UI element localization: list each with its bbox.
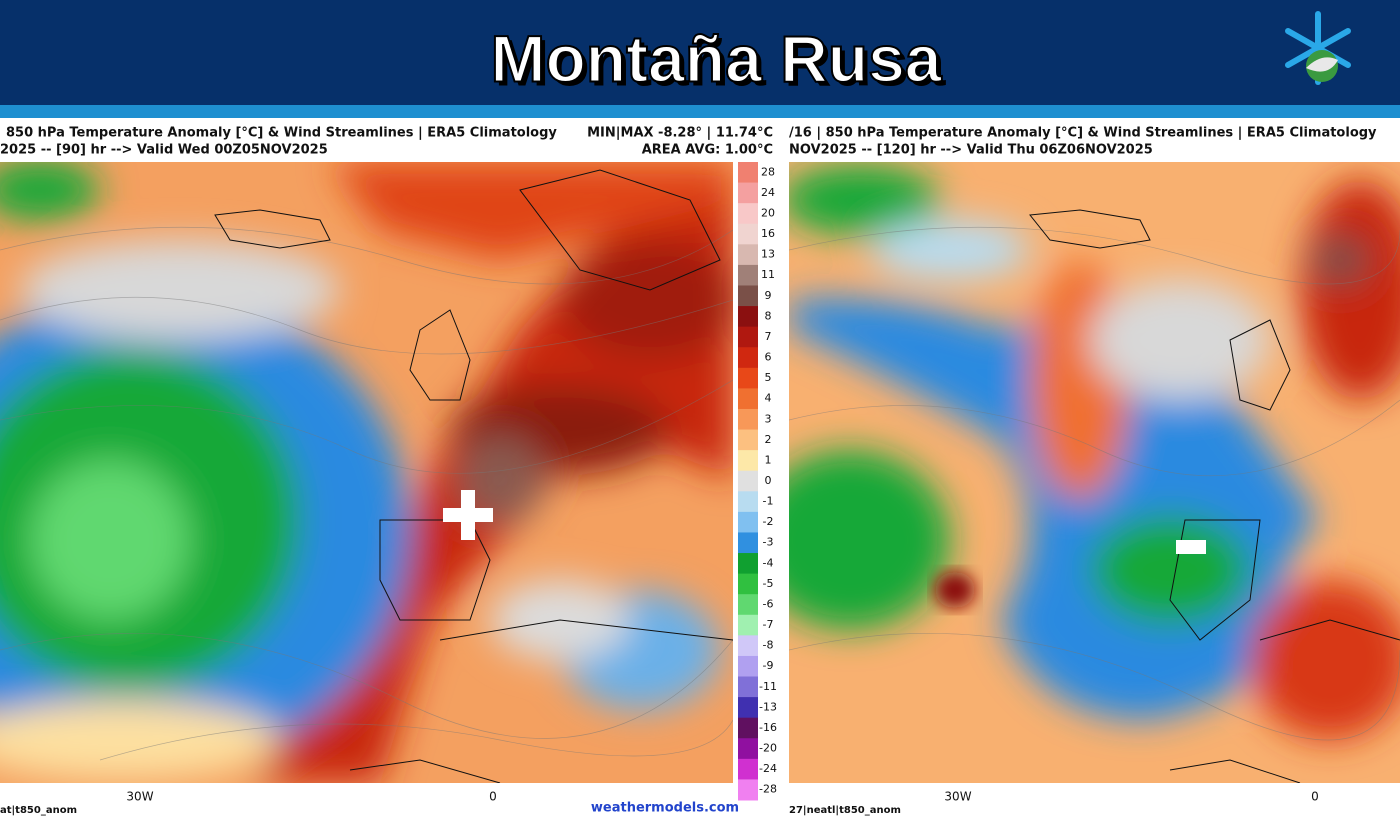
colorbar-label: -4 — [763, 556, 774, 569]
colorbar-swatch — [738, 244, 758, 266]
colorbar-swatch — [738, 758, 758, 780]
colorbar-label: 6 — [765, 351, 772, 364]
panel-stats: MIN|MAX -8.28° | 11.74°C — [587, 126, 773, 141]
colorbar-swatch — [738, 450, 758, 472]
panel-title: /16 | 850 hPa Temperature Anomaly [°C] &… — [789, 126, 1377, 141]
colorbar-label: -2 — [763, 515, 774, 528]
colorbar-swatch — [738, 182, 758, 204]
colorbar-swatch — [738, 326, 758, 348]
colorbar-label: 7 — [765, 330, 772, 343]
colorbar-label: -9 — [763, 659, 774, 672]
panel-stats: AREA AVG: 1.00°C — [642, 143, 773, 158]
colorbar-swatch — [738, 594, 758, 616]
colorbar-swatch — [738, 511, 758, 533]
colorbar-swatch — [738, 717, 758, 739]
colorbar-swatch — [738, 285, 758, 307]
colorbar-swatch — [738, 203, 758, 225]
colorbar-label: 4 — [765, 392, 772, 405]
colorbar-swatch — [738, 162, 758, 184]
panel-subtitle: 2025 -- [90] hr --> Valid Wed 00Z05NOV20… — [0, 143, 328, 158]
colorbar-label: 11 — [761, 268, 775, 281]
colorbar-label: -8 — [763, 639, 774, 652]
colorbar-label: -16 — [759, 721, 777, 734]
colorbar-label: -11 — [759, 680, 777, 693]
panel-title: 850 hPa Temperature Anomaly [°C] & Wind … — [6, 126, 557, 141]
right-map — [789, 162, 1400, 783]
credit: weathermodels.com — [591, 801, 739, 816]
minus-marker — [1176, 540, 1206, 554]
colorbar-label: -20 — [759, 742, 777, 755]
colorbar-swatch — [738, 697, 758, 719]
logo — [1285, 11, 1351, 85]
colorbar-label: 8 — [765, 309, 772, 322]
colorbar-swatch — [738, 655, 758, 678]
colorbar-label: -24 — [759, 762, 777, 775]
colorbar-swatch — [738, 532, 758, 554]
colorbar-swatch — [738, 470, 758, 492]
colorbar-label: -6 — [763, 597, 774, 610]
panel-subtitle: NOV2025 -- [120] hr --> Valid Thu 06Z06N… — [789, 143, 1153, 158]
colorbar-label: 1 — [765, 453, 772, 466]
colorbar-label: -1 — [763, 495, 774, 508]
colorbar-swatch — [738, 388, 758, 410]
plus-marker — [443, 490, 493, 540]
colorbar-swatch — [738, 573, 758, 595]
colorbar-swatch — [738, 779, 758, 801]
colorbar-label: 28 — [761, 165, 775, 178]
colorbar-label: 16 — [761, 227, 775, 240]
colorbar-label: 0 — [765, 474, 772, 487]
colorbar-swatch — [738, 491, 758, 513]
colorbar-swatch — [738, 676, 758, 698]
footer: 27|neatl|t850_anom — [789, 805, 901, 816]
colorbar-label: 13 — [761, 248, 775, 261]
colorbar-swatch — [738, 264, 758, 286]
colorbar-label: -7 — [763, 618, 774, 631]
page-title: Montaña Rusa — [490, 21, 942, 95]
colorbar-label: 20 — [761, 206, 775, 219]
header-band — [0, 0, 1400, 105]
colorbar: 28 24 20 16 13 11 9 8 7 6 5 4 3 2 1 0 -1 -2 -3 -4 -5 -6 -7 -8 -9… — [738, 162, 777, 801]
footer: at|t850_anom — [0, 805, 77, 816]
colorbar-swatch — [738, 614, 758, 636]
left-map — [0, 162, 733, 783]
axis-label: 30W — [944, 790, 971, 804]
colorbar-swatch — [738, 223, 758, 245]
colorbar-label: -28 — [759, 783, 777, 796]
colorbar-label: 5 — [765, 371, 772, 384]
colorbar-label: 9 — [765, 289, 772, 302]
colorbar-label: -5 — [763, 577, 774, 590]
colorbar-swatch — [738, 738, 758, 760]
axis-label: 0 — [1311, 790, 1319, 804]
axis-label: 30W — [126, 790, 153, 804]
colorbar-label: 3 — [765, 412, 772, 425]
colorbar-swatch — [738, 635, 758, 657]
colorbar-label: 24 — [761, 186, 775, 199]
header-strip — [0, 105, 1400, 118]
colorbar-label: -3 — [763, 536, 774, 549]
colorbar-swatch — [738, 408, 758, 431]
colorbar-swatch — [738, 306, 758, 328]
colorbar-swatch — [738, 429, 758, 451]
colorbar-swatch — [738, 367, 758, 389]
colorbar-label: -13 — [759, 700, 777, 713]
title-shadow: Montaña Rusa — [494, 25, 946, 99]
axis-label: 0 — [489, 790, 497, 804]
colorbar-swatch — [738, 553, 758, 575]
colorbar-label: 2 — [765, 433, 772, 446]
colorbar-swatch — [738, 347, 758, 369]
